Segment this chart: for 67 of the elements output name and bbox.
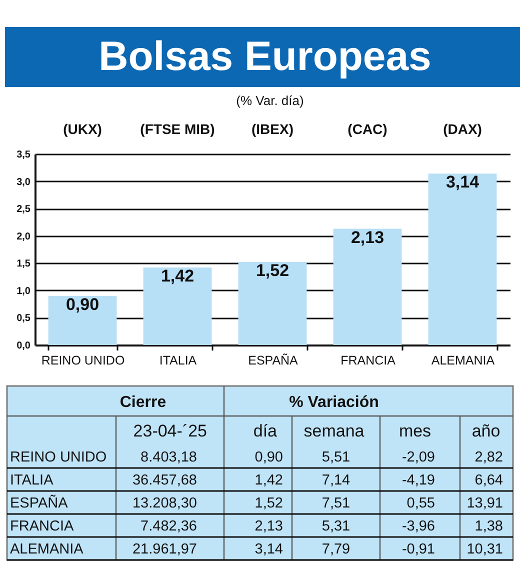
text: 13,91 xyxy=(466,496,503,512)
chart-title: Bolsas Europeas xyxy=(98,33,432,79)
y-tick-label: 3,0 xyxy=(16,176,31,188)
data-label: 1,52 xyxy=(256,261,290,280)
category-label: semana xyxy=(304,422,365,440)
category-label: día xyxy=(253,422,278,440)
data-label: 3,14 xyxy=(446,172,480,192)
text: 7,79 xyxy=(322,542,350,558)
y-tick-label: 0,0 xyxy=(16,340,31,352)
text: 0,90 xyxy=(254,450,283,466)
y-tick-label: 3,5 xyxy=(16,150,31,160)
text: (FTSE MIB) xyxy=(140,121,215,137)
text: (CAC) xyxy=(348,121,388,137)
text: 2,82 xyxy=(474,450,503,466)
text: 8.403,18 xyxy=(140,450,197,466)
x-tick-label: ALEMANIA xyxy=(431,354,496,368)
category-label: ESPAÑA xyxy=(10,496,68,512)
text: 0,55 xyxy=(406,496,435,512)
text: 6,64 xyxy=(474,472,503,488)
y-tick-label: 2,0 xyxy=(16,231,31,242)
text: 10,31 xyxy=(466,542,503,558)
x-tick-label: FRANCIA xyxy=(340,354,396,368)
category-label: mes xyxy=(398,422,432,440)
text: (IBEX) xyxy=(252,121,294,137)
text: 36.457,68 xyxy=(132,472,197,488)
category-label: año xyxy=(472,422,500,440)
text: 7.482,36 xyxy=(140,518,197,534)
text: 1,42 xyxy=(254,472,283,488)
data-label: 0,90 xyxy=(66,294,100,314)
category-label: ALEMANIA xyxy=(10,542,84,558)
category-label: 23-04-´25 xyxy=(133,422,207,440)
chart-subtitle: (% Var. día) xyxy=(236,93,304,108)
text: 21.961,97 xyxy=(132,542,197,558)
bar xyxy=(48,296,117,345)
y-tick-label: 0,5 xyxy=(16,313,31,324)
text: 7,14 xyxy=(322,472,350,488)
category-label: FRANCIA xyxy=(10,518,74,534)
text: 13.208,30 xyxy=(132,496,197,512)
x-tick-label: REINO UNIDO xyxy=(41,354,125,368)
data-label: 1,42 xyxy=(160,266,194,286)
text: (UKX) xyxy=(63,121,102,137)
category-label: ITALIA xyxy=(10,472,54,488)
text: Cierre xyxy=(120,394,166,411)
text: 5,51 xyxy=(322,450,350,466)
text: 2,13 xyxy=(254,518,283,534)
text: 1,52 xyxy=(254,496,283,512)
y-tick-label: 2,5 xyxy=(16,204,31,216)
y-tick-label: 1,0 xyxy=(16,286,31,297)
bar xyxy=(143,268,212,345)
text: (DAX) xyxy=(443,121,482,137)
text: -3,96 xyxy=(402,518,435,534)
text: -2,09 xyxy=(402,450,435,466)
text: 1,38 xyxy=(474,518,503,534)
bar xyxy=(428,174,497,345)
text: -4,19 xyxy=(402,472,435,488)
text: 5,31 xyxy=(322,518,350,534)
x-tick-label: ITALIA xyxy=(159,354,198,368)
text: 3,14 xyxy=(254,542,283,558)
bar xyxy=(238,262,307,345)
category-label: REINO UNIDO xyxy=(10,450,107,466)
x-tick-label: ESPAÑA xyxy=(248,354,299,368)
data-label: 2,13 xyxy=(350,228,384,247)
bar xyxy=(333,228,402,345)
y-tick-label: 1,5 xyxy=(16,258,31,270)
text: % Variación xyxy=(289,394,379,411)
text: -0,91 xyxy=(402,542,435,558)
text: 7,51 xyxy=(322,496,350,512)
